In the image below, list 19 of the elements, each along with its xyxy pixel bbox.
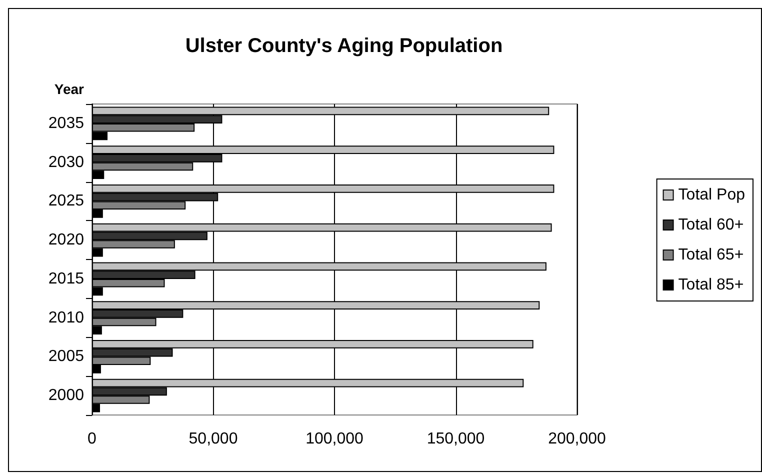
- y-tick-label: 2020: [48, 232, 84, 249]
- x-tick-label: 150,000: [426, 430, 485, 448]
- legend-label: Total 85+: [678, 276, 744, 294]
- y-tick-label: 2030: [48, 154, 84, 171]
- y-tick-label: 2025: [48, 192, 84, 210]
- y-tick-label: 2015: [48, 270, 84, 288]
- legend-label: Total Pop: [678, 186, 746, 204]
- legend-label: Total 65+: [678, 246, 744, 264]
- x-tick-label: 100,000: [306, 430, 364, 448]
- x-tick-label: 0: [88, 430, 97, 448]
- y-tick-label: 2035: [48, 114, 84, 132]
- y-axis-title: Year: [54, 81, 85, 97]
- chart-title: Ulster County's Aging Population: [185, 35, 503, 57]
- legend-label: Total 60+: [678, 216, 744, 234]
- y-tick-label: 2005: [48, 348, 84, 366]
- y-tick-label: 2010: [48, 309, 84, 326]
- x-tick-label: 200,000: [548, 430, 606, 448]
- y-tick-label: 2000: [48, 387, 84, 404]
- x-tick-label: 50,000: [188, 430, 238, 448]
